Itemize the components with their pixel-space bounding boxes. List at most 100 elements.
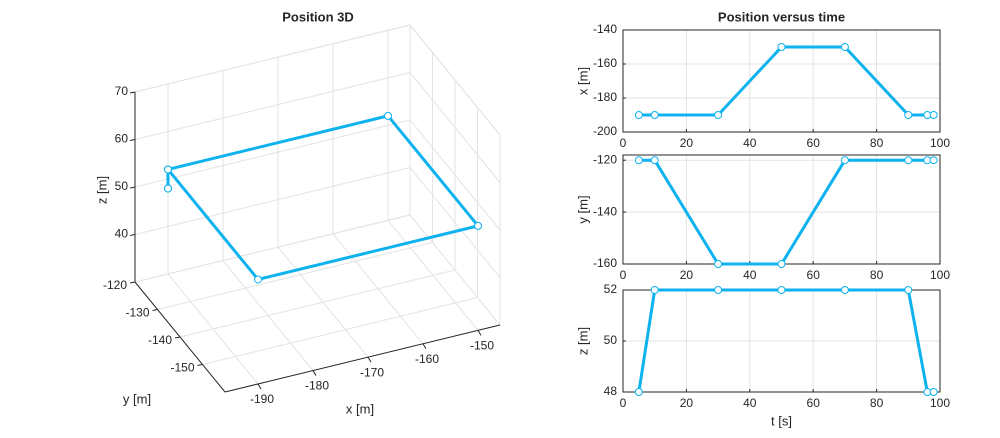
x-axis-label: t [s]: [771, 413, 792, 428]
x-tick-label: 20: [680, 136, 694, 150]
waypoint-marker: [650, 286, 659, 294]
series-line: [637, 288, 934, 394]
z-tick-label: 50: [115, 179, 129, 193]
waypoint-marker: [634, 388, 643, 396]
x-tick-label: 80: [870, 136, 884, 150]
x-axis: [224, 324, 501, 393]
y-tick-label: -160: [593, 256, 617, 270]
tick-mark: [174, 336, 181, 339]
x-tick-label: -160: [415, 352, 439, 366]
y-axis-label: z [m]: [575, 327, 590, 355]
waypoint-marker: [714, 111, 723, 119]
tick-mark: [422, 343, 427, 350]
waypoint-marker: [650, 111, 659, 119]
y-tick-label: -140: [593, 22, 617, 36]
y-tick-label: 50: [604, 333, 618, 347]
waypoint-marker: [840, 286, 849, 294]
y-tick-label: -160: [593, 56, 617, 70]
waypoint-marker: [904, 156, 913, 165]
x-tick-label: 80: [870, 268, 884, 282]
tick-mark: [129, 186, 136, 189]
waypoint-marker: [164, 165, 172, 174]
waypoint-marker: [384, 111, 392, 120]
tick-mark: [257, 383, 262, 390]
grid-line: [134, 24, 501, 136]
grid-line: [134, 119, 501, 231]
waypoint-marker: [164, 184, 172, 193]
grid-line: [134, 25, 411, 283]
x-tick-label: 40: [743, 396, 757, 410]
plot-area: [623, 155, 940, 264]
x-tick-label: 0: [620, 136, 627, 150]
grid-line: [134, 166, 501, 278]
waypoint-marker: [714, 260, 723, 268]
chart-title: Position versus time: [718, 9, 845, 24]
tick-mark: [312, 370, 317, 376]
tick-mark: [129, 234, 136, 236]
x-tick-label: 0: [620, 268, 627, 282]
waypoint-marker: [929, 156, 938, 165]
x-tick-label: 40: [743, 268, 757, 282]
x-tick-label: 80: [870, 396, 884, 410]
x-tick-label: 60: [807, 396, 821, 410]
waypoint-marker: [904, 111, 913, 119]
tick-mark: [152, 309, 158, 311]
y-axis-label: x [m]: [575, 67, 590, 95]
x-axis-label: x [m]: [346, 401, 374, 416]
y-axis-label: y [m]: [575, 195, 590, 223]
waypoint-marker: [840, 156, 849, 165]
x-tick-label: 20: [680, 268, 694, 282]
grid-line: [157, 52, 433, 310]
waypoint-marker: [634, 156, 643, 165]
z-tick-label: 70: [115, 84, 129, 98]
x-tick-label: -150: [470, 339, 494, 353]
x-tick-label: 0: [620, 396, 627, 410]
y-tick-label: -150: [170, 361, 194, 375]
waypoint-marker: [929, 388, 938, 396]
tick-mark: [477, 330, 482, 336]
waypoint-marker: [777, 43, 786, 51]
z-axis-label: z [m]: [94, 176, 109, 204]
tick-mark: [129, 139, 136, 141]
waypoint-marker: [840, 43, 849, 51]
x-tick-label: -170: [360, 365, 384, 379]
y-tick-label: -140: [148, 333, 172, 347]
x-tick-label: 20: [680, 396, 694, 410]
waypoint-marker: [650, 156, 659, 165]
y-tick-label: -140: [593, 204, 617, 218]
x-tick-label: 40: [743, 136, 757, 150]
x-tick-label: -190: [250, 392, 274, 406]
waypoint-marker: [714, 286, 723, 294]
tick-mark: [367, 356, 372, 363]
waypoint-marker: [254, 275, 262, 284]
x-tick-label: -180: [305, 379, 329, 393]
grid-line: [179, 80, 456, 338]
tick-mark: [129, 91, 136, 94]
y-tick-label: 52: [604, 282, 618, 296]
y-tick-label: -120: [103, 278, 127, 292]
y-tick-label: -200: [593, 124, 617, 138]
waypoint-marker: [777, 286, 786, 294]
z-tick-label: 60: [115, 132, 129, 146]
tick-mark: [197, 364, 203, 366]
waypoint-marker: [634, 111, 643, 119]
y-tick-label: -120: [593, 152, 617, 166]
x-tick-label: 60: [807, 268, 821, 282]
y-tick-label: -180: [593, 90, 617, 104]
axes-box: [622, 29, 941, 133]
grid-line: [202, 107, 478, 365]
y-tick-label: 48: [604, 384, 618, 398]
waypoint-marker: [777, 260, 786, 268]
chart-title: Position 3D: [282, 9, 354, 24]
waypoint-marker: [929, 111, 938, 119]
y-axis-label: y [m]: [123, 391, 151, 406]
y-axis: [134, 281, 226, 393]
tick-mark: [129, 281, 136, 284]
y-tick-label: -130: [125, 306, 149, 320]
grid-line: [134, 71, 501, 183]
x-tick-label: 100: [930, 268, 950, 282]
x-tick-label: 100: [930, 396, 950, 410]
waypoint-marker: [904, 286, 913, 294]
z-tick-label: 40: [115, 227, 129, 241]
